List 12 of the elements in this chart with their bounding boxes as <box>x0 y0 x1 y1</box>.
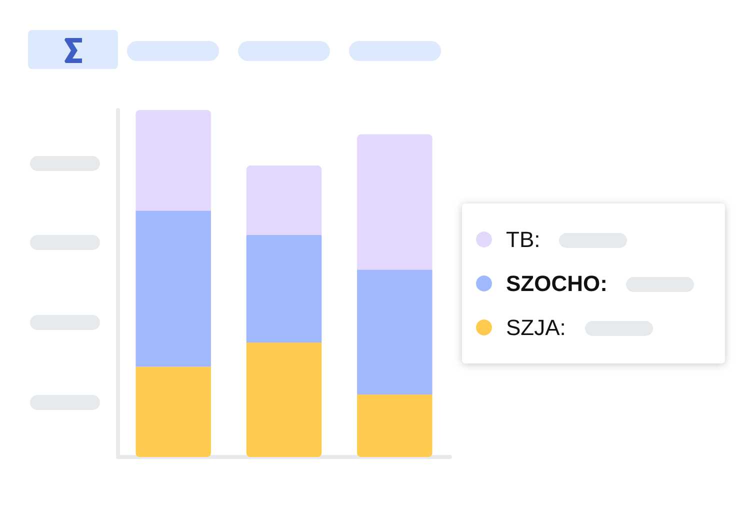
bar <box>357 134 432 270</box>
bar <box>246 342 322 457</box>
legend-label: TB: <box>506 227 540 252</box>
bar <box>136 110 211 211</box>
bar <box>136 366 211 457</box>
legend-label: SZOCHO: <box>506 271 608 296</box>
bar <box>136 210 211 367</box>
bar <box>357 270 432 395</box>
bar <box>246 166 322 235</box>
legend-label: SZJA: <box>506 315 566 340</box>
bar <box>357 394 432 457</box>
bar <box>246 234 322 342</box>
